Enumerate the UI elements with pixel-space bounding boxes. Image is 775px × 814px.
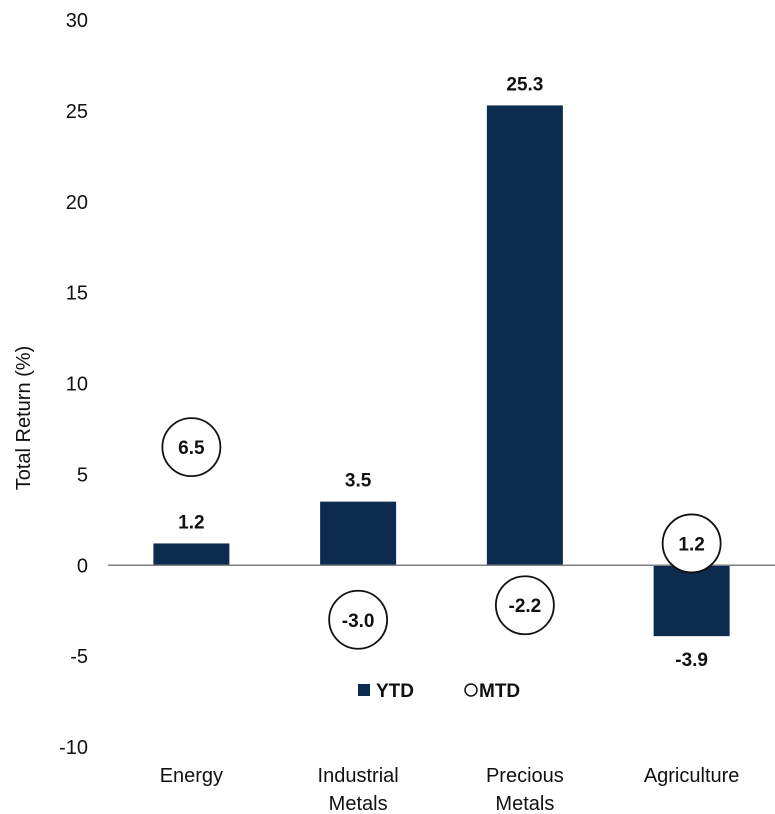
ytd-value-label: 3.5: [345, 471, 372, 492]
legend-mtd-label: MTD: [479, 681, 520, 702]
ytd-value-label: -3.9: [675, 650, 708, 671]
category-label: Metals: [495, 793, 554, 814]
bar-value-labels: 1.2 3.5 25.3 -3.9: [178, 74, 708, 671]
legend-mtd-swatch: [464, 683, 478, 697]
mtd-value-label: -2.2: [509, 596, 542, 617]
legend-ytd-label: YTD: [376, 681, 414, 702]
mtd-marker: [494, 575, 555, 636]
ytd-bar: [153, 543, 230, 566]
legend-ytd-swatch: [358, 684, 370, 696]
mtd-value-label: -3.0: [342, 611, 375, 632]
y-tick-label: -5: [70, 646, 88, 668]
category-label: Industrial: [318, 765, 399, 787]
category-label: Precious: [486, 765, 564, 787]
ytd-bar: [486, 105, 563, 566]
mtd-marker: [661, 513, 722, 574]
y-tick-label: -10: [59, 737, 88, 759]
category-label: Metals: [329, 793, 388, 814]
mtd-markers: 6.5 -3.0 -2.2 1.2: [161, 417, 722, 650]
legend: YTD MTD: [358, 681, 520, 702]
ytd-bar: [653, 565, 730, 637]
ytd-value-label: 1.2: [178, 512, 204, 533]
bars: [153, 105, 730, 637]
category-labels: Energy Industrial Metals Precious Metals Agri…: [160, 765, 740, 814]
y-tick-label: 20: [66, 192, 88, 214]
ytd-bar: [320, 501, 397, 566]
mtd-value-label: 6.5: [178, 438, 205, 459]
ytd-value-label: 25.3: [506, 74, 543, 95]
y-tick-label: 5: [77, 464, 88, 486]
category-label: Energy: [160, 765, 223, 787]
y-axis-title: Total Return (%): [13, 346, 35, 491]
y-tick-label: 15: [66, 283, 88, 305]
y-tick-label: 25: [66, 101, 88, 123]
y-tick-label: 0: [77, 555, 88, 577]
y-tick-label: 10: [66, 374, 88, 396]
category-label: Agriculture: [644, 765, 740, 787]
mtd-marker: [161, 417, 222, 478]
mtd-marker: [328, 589, 389, 650]
y-axis-ticks: -10 -5 0 5 10 15 20 25 30: [59, 10, 88, 759]
mtd-value-label: 1.2: [678, 534, 704, 555]
y-tick-label: 30: [66, 10, 88, 32]
